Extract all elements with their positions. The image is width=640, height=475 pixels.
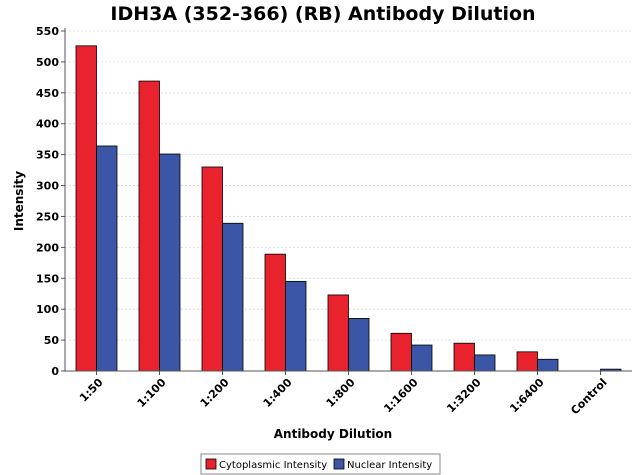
x-axis: 1:50 1:100 1:200 1:400 1:800 1:1600 1:3200 1:64… <box>65 370 632 417</box>
y-tick-label: 500 <box>36 56 59 69</box>
y-tick-label: 200 <box>36 241 59 254</box>
bar-nuclear <box>96 145 118 372</box>
x-tick-label: 1:400 <box>261 376 295 410</box>
bar-cytoplasmic <box>390 332 412 372</box>
legend-box <box>200 453 441 475</box>
gridlines <box>65 30 632 341</box>
bar-nuclear <box>159 153 181 372</box>
y-tick-label: 50 <box>44 334 60 347</box>
bar-cytoplasmic <box>201 166 223 372</box>
x-tick-label: Control <box>568 376 609 417</box>
x-tick-label: 1:800 <box>324 376 358 410</box>
y-axis: 0 50 100 150 200 250 300 350 400 450 500 550 <box>36 25 66 378</box>
bars <box>75 45 622 372</box>
x-tick-label: 1:200 <box>198 376 232 410</box>
y-tick-label: 300 <box>36 180 59 193</box>
x-tick-label: 1:6400 <box>507 376 547 416</box>
y-tick-label: 550 <box>36 25 59 38</box>
x-tick-label: 1:3200 <box>444 376 484 416</box>
legend: Cytoplasmic Intensity Nuclear Intensity <box>200 453 441 475</box>
y-tick-label: 400 <box>36 118 59 131</box>
bar-cytoplasmic <box>453 342 475 372</box>
legend-swatch-nuclear <box>333 458 345 470</box>
x-tick-label: 1:100 <box>135 376 169 410</box>
bar-cytoplasmic <box>138 80 160 372</box>
bar-nuclear <box>285 280 307 372</box>
bar-nuclear <box>474 354 496 372</box>
legend-label-cytoplasmic: Cytoplasmic Intensity <box>219 460 327 471</box>
bar-cytoplasmic <box>516 351 538 372</box>
legend-label-nuclear: Nuclear Intensity <box>347 460 432 471</box>
bar-nuclear <box>348 318 370 372</box>
y-tick-label: 100 <box>36 303 59 316</box>
y-tick-label: 250 <box>36 210 59 223</box>
bar-nuclear <box>537 358 559 372</box>
bar-cytoplasmic <box>264 253 286 372</box>
x-axis-label: Antibody Dilution <box>274 427 392 441</box>
bar-cytoplasmic <box>327 294 349 372</box>
x-tick-label: 1:50 <box>77 376 106 405</box>
bar-nuclear <box>411 344 433 372</box>
y-axis-label: Intensity <box>12 171 26 231</box>
y-tick-label: 350 <box>36 149 59 162</box>
chart-title: IDH3A (352-366) (RB) Antibody Dilution <box>110 3 535 25</box>
y-tick-label: 0 <box>51 365 59 378</box>
x-tick-label: 1:1600 <box>381 376 421 416</box>
bar-cytoplasmic <box>75 45 97 372</box>
legend-swatch-cytoplasmic <box>205 458 217 470</box>
y-tick-label: 450 <box>36 87 59 100</box>
y-tick-label: 150 <box>36 272 59 285</box>
bar-nuclear <box>222 222 244 372</box>
